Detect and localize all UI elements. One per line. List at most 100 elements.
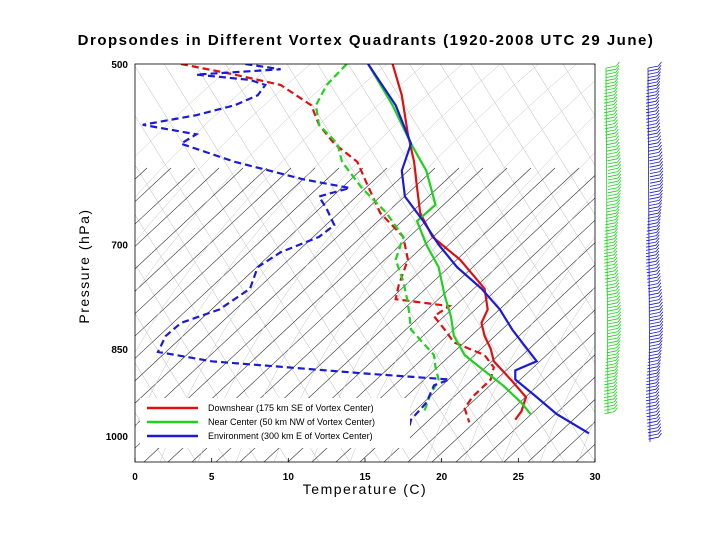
isotherm-line: [286, 64, 534, 462]
environment-wind-barb-flag: [659, 170, 664, 176]
legend-entry: Environment (300 km E of Vortex Center): [208, 431, 373, 441]
near-center-wind-barb: [606, 152, 617, 155]
near-center-wind-barb-flag: [613, 250, 618, 256]
environment-wind-barb-flag: [659, 164, 664, 169]
near-center-wind-barb: [604, 382, 615, 386]
environment-wind-barb: [648, 209, 659, 213]
near-center-wind-barb: [607, 321, 619, 325]
near-center-wind-barb-flag: [617, 180, 622, 185]
environment-wind-barb-flag: [656, 74, 661, 80]
dry-adiabat-line: [135, 167, 340, 359]
near-center-wind-barb: [605, 366, 616, 370]
environment-wind-barb-flag: [657, 356, 662, 361]
y-axis-ticks: 500 700 850 1000: [106, 60, 129, 443]
near-center-wind-barb: [607, 331, 618, 334]
environment-wind-barb: [646, 401, 657, 405]
environment-wind-barb-flag: [657, 359, 661, 364]
near-center-wind-barb-flag: [613, 109, 618, 115]
environment-wind-barb-flag: [657, 64, 662, 70]
environment-wind-barb: [648, 353, 659, 357]
isotherm-line: [439, 64, 595, 315]
near-center-wind-barb: [605, 369, 616, 373]
near-center-wind-barb: [604, 97, 615, 101]
near-center-wind-barb-flag: [616, 343, 621, 348]
environment-wind-barb: [646, 264, 657, 267]
environment-wind-barb: [647, 136, 658, 139]
near-center-wind-barb-flag: [616, 346, 621, 352]
near-center-wind-barb: [607, 200, 618, 203]
moist-adiabat-line: [197, 64, 502, 462]
x-tick-label: 0: [132, 472, 138, 483]
near-center-wind-barb-flag: [613, 240, 618, 246]
dry-adiabat-line: [503, 376, 595, 462]
environment-wind-barb-flag: [656, 218, 661, 224]
environment-wind-barb: [649, 158, 660, 162]
environment-wind-barb: [649, 305, 660, 309]
isotherm-line: [317, 64, 565, 462]
environment-wind-barb: [645, 107, 657, 110]
near-center-wind-barb: [607, 324, 619, 328]
environment-wind-barb: [646, 417, 657, 421]
near-center-wind-barb-flag: [617, 301, 621, 307]
near-center-wind-barb: [604, 385, 615, 389]
near-center-wind-barb-flag: [614, 375, 618, 380]
near-center-wind-barb-flag: [613, 244, 618, 249]
environment-wind-barb-flag: [656, 410, 660, 416]
near-center-wind-barb-flag: [615, 132, 619, 137]
environment-wind-barb: [647, 420, 658, 424]
environment-wind-barb: [646, 81, 658, 85]
environment-dewpoint-line: [142, 64, 450, 434]
near-center-wind-barb: [607, 158, 618, 162]
near-center-wind-barb-flag: [617, 183, 622, 188]
environment-wind-barb-flag: [659, 304, 663, 310]
near-center-wind-barb-flag: [614, 77, 619, 83]
near-center-wind-barb-flag: [615, 352, 620, 358]
near-center-wind-barb: [605, 78, 616, 82]
environment-wind-barb-flag: [656, 125, 661, 131]
environment-wind-barb-flag: [655, 250, 660, 256]
near-center-wind-barb-flag: [616, 295, 621, 300]
x-tick-label: 30: [589, 472, 601, 483]
environment-wind-barb: [645, 110, 657, 114]
environment-wind-barb: [645, 100, 657, 104]
environment-wind-barb-flag: [657, 68, 662, 73]
environment-wind-barb-flag: [657, 362, 661, 368]
near-center-wind-barb: [604, 270, 615, 274]
near-center-wind-barb: [603, 100, 615, 104]
y-tick-label: 1000: [106, 432, 129, 443]
moist-adiabat-line: [425, 192, 595, 462]
environment-wind-barb: [647, 430, 659, 434]
near-center-wind-barb-flag: [614, 221, 619, 227]
near-center-wind-barb: [606, 148, 617, 152]
near-center-wind-barb: [603, 395, 615, 398]
environment-wind-barb: [649, 308, 660, 312]
near-center-wind-barb-flag: [617, 157, 621, 163]
near-center-wind-barb: [604, 238, 615, 242]
near-center-wind-barb: [607, 164, 618, 168]
environment-wind-barb: [646, 257, 657, 261]
environment-wind-barb-flag: [655, 256, 660, 262]
near-center-wind-barb: [606, 68, 617, 72]
environment-wind-barb-flag: [658, 202, 662, 208]
environment-wind-barb: [646, 235, 657, 238]
isotherm-line: [135, 313, 228, 462]
moist-adiabat-line: [235, 64, 540, 462]
environment-wind-barb-flag: [657, 276, 661, 281]
dry-adiabat-line: [135, 167, 148, 180]
near-center-wind-barb: [606, 292, 617, 296]
environment-wind-barb-flag: [659, 320, 664, 326]
near-center-wind-barb: [605, 216, 616, 219]
isotherm-line: [501, 64, 595, 216]
environment-wind-barb: [649, 174, 661, 178]
environment-wind-barb: [646, 267, 657, 270]
x-axis-ticks: 0 5 10 15 20 25 30: [132, 458, 601, 483]
environment-wind-barb: [647, 75, 658, 78]
environment-wind-barb: [647, 286, 659, 290]
near-center-wind-barb: [604, 241, 615, 245]
environment-wind-barb: [649, 177, 661, 181]
legend: Downshear (175 km SE of Vortex Center) Ne…: [140, 398, 410, 448]
near-center-wind-barb: [607, 328, 619, 331]
environment-wind-barb: [647, 216, 658, 219]
environment-wind-barb-flag: [655, 240, 660, 246]
dry-adiabat-line: [0, 168, 3, 462]
